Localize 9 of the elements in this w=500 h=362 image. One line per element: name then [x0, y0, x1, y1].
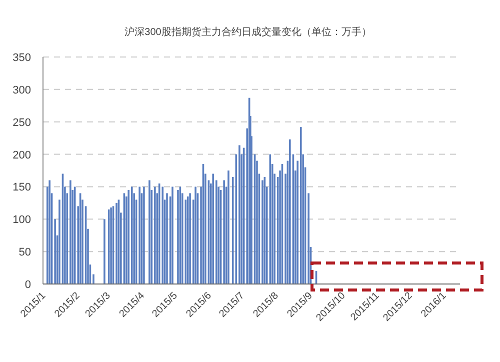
y-tick-label: 0 [24, 279, 31, 291]
chart-title: 沪深300股指期货主力合约日成交量变化（单位：万手） [124, 26, 372, 38]
y-tick-label: 100 [12, 214, 31, 226]
y-tick-label: 250 [12, 116, 31, 129]
y-tick-label: 200 [12, 149, 31, 162]
y-tick-label: 50 [18, 246, 31, 259]
y-tick-label: 350 [12, 52, 31, 64]
y-tick-label: 300 [12, 84, 31, 96]
y-tick-label: 150 [12, 182, 31, 194]
